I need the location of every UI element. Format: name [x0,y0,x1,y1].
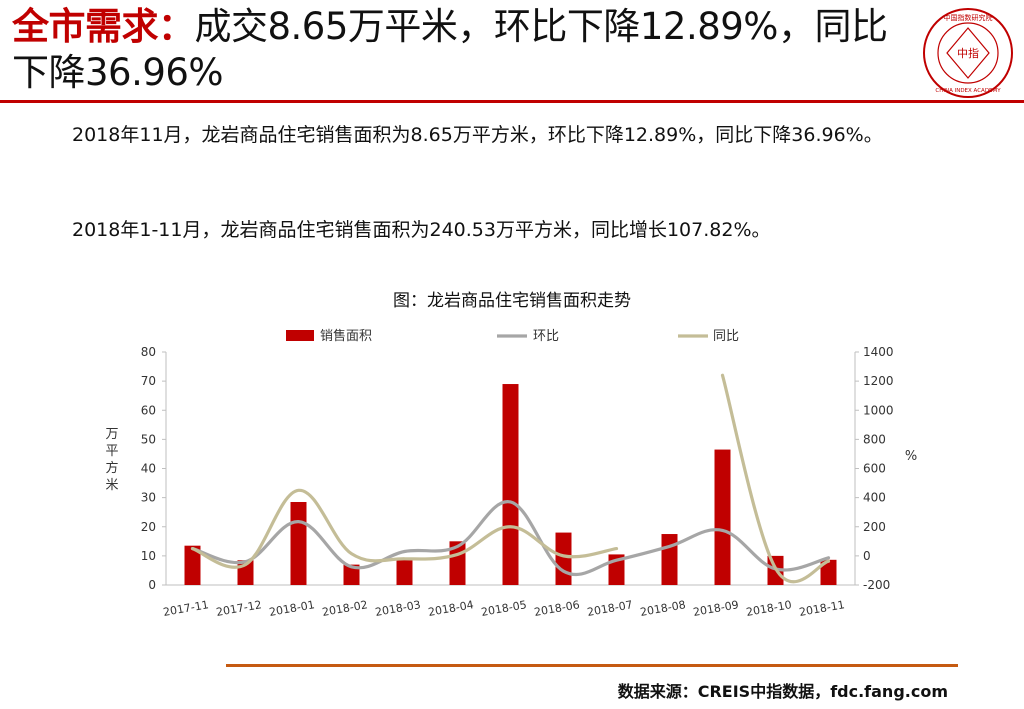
left-tick-label: 0 [148,578,156,592]
y-axis-label-char: 万 [105,427,118,442]
chart-title: 图：龙岩商品住宅销售面积走势 [393,291,631,311]
legend-label-sales: 销售面积 [320,328,372,344]
logo-top-text: 中国指数研究院 [944,13,993,22]
x-tick-label: 2018-09 [692,598,740,619]
left-tick-label: 70 [141,374,156,388]
right-tick-label: 200 [863,520,886,534]
right-tick-label: 800 [863,432,886,446]
bar-2018-05 [502,384,519,585]
x-tick-label: 2018-04 [427,598,475,619]
x-tick-label: 2018-06 [533,598,581,619]
footer-rule [226,664,958,667]
left-tick-label: 50 [141,432,156,446]
yoy-line-segment-1 [720,373,831,584]
x-tick-label: 2018-05 [480,598,528,619]
bar-2018-03 [396,558,413,585]
right-tick-label: -200 [863,578,890,592]
bar-2018-01 [290,501,307,585]
title-rest: 成交8.65万平米，环比下降12.89%，同比下降36.96% [12,5,888,94]
bar-2018-08 [661,534,678,585]
x-tick-label: 2018-03 [374,598,422,619]
right-tick-label: 400 [863,491,886,505]
left-tick-label: 80 [141,345,156,359]
left-tick-label: 10 [141,549,156,563]
left-tick-label: 40 [141,462,156,476]
title-underline [0,100,1024,103]
x-tick-label: 2018-08 [639,598,687,619]
data-source: 数据来源：CREIS中指数据，fdc.fang.com [617,682,948,701]
paragraph-monthly: 2018年11月，龙岩商品住宅销售面积为8.65万平方米，环比下降12.89%，… [72,124,883,146]
right-tick-label: 600 [863,462,886,476]
left-tick-label: 30 [141,491,156,505]
left-tick-label: 20 [141,520,156,534]
page-title: 全市需求：成交8.65万平米，环比下降12.89%，同比下降36.96% [12,4,912,96]
right-tick-label: 0 [863,549,871,563]
bar-2018-02 [343,564,360,585]
x-tick-label: 2017-11 [162,598,210,619]
bar-2018-06 [555,532,572,585]
x-tick-label: 2018-11 [798,598,846,619]
y-axis-label-char: 米 [105,478,118,493]
title-lead: 全市需求： [12,5,195,48]
logo-bottom-text: CHINA INDEX ACADEMY [935,88,1001,94]
china-index-academy-logo: 中国指数研究院 中指 CHINA INDEX ACADEMY [923,8,1013,98]
mom-line-segment-0 [190,500,831,577]
right-tick-label: 1000 [863,403,894,417]
bar-2018-11 [820,559,837,585]
bar-2017-11 [184,545,201,585]
legend-label-mom: 环比 [533,329,559,344]
y-axis-label-char: 方 [105,460,118,476]
right-tick-label: 1200 [863,374,894,388]
y2-axis-label: % [905,449,917,464]
legend-swatch-sales [286,330,314,341]
yoy-line-segment-0 [190,488,619,569]
x-tick-label: 2018-02 [321,598,369,619]
paragraph-cumulative: 2018年1-11月，龙岩商品住宅销售面积为240.53万平方米，同比增长107… [72,219,771,241]
x-tick-label: 2018-01 [268,598,316,619]
bar-2018-09 [714,449,731,585]
y-axis-label-char: 平 [105,444,118,459]
x-tick-label: 2018-10 [745,598,793,619]
logo-center-text: 中指 [957,46,979,60]
x-tick-label: 2017-12 [215,598,263,619]
right-tick-label: 1400 [863,345,894,359]
x-tick-label: 2018-07 [586,598,634,619]
legend-label-yoy: 同比 [713,329,739,344]
left-tick-label: 60 [141,403,156,417]
